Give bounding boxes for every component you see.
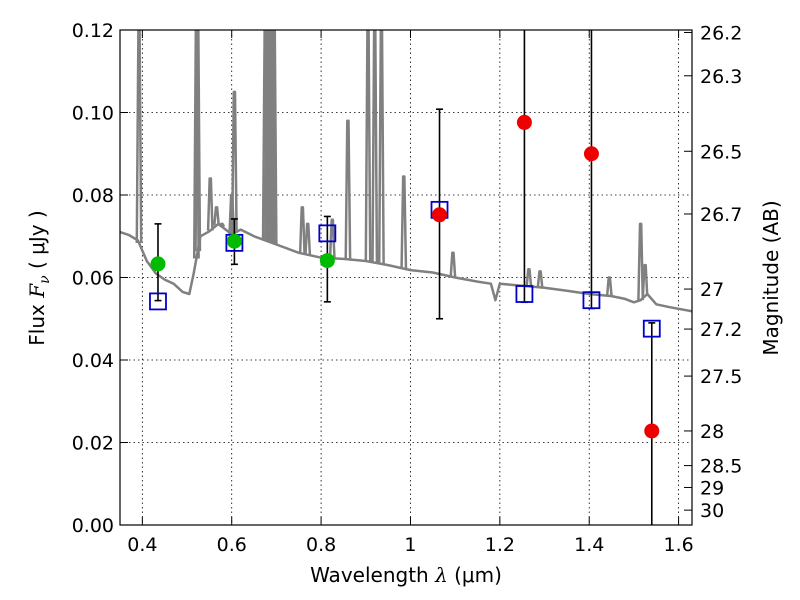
x-tick-label-5: 1.4 — [574, 534, 604, 556]
x-tick-label-6: 1.6 — [663, 534, 693, 556]
sed-emission-line-19 — [377, 30, 385, 264]
x-tick-label-0: 0.4 — [127, 534, 157, 556]
y-tick-label-4: 0.08 — [72, 185, 114, 207]
axis-ticks: 0.4 0.6 0.8 1 1.2 1.4 1.6 0.00 0.02 0.04 0.06 0.08 0… — [72, 20, 743, 556]
y-axis-label-prefix: Flux — [25, 298, 49, 346]
x-tick-label-4: 1.2 — [485, 534, 515, 556]
x-axis-label-suffix: (μm) — [448, 563, 502, 587]
x-axis-label: Wavelength λ (μm) — [310, 563, 502, 587]
model-band-square-5 — [582, 291, 601, 310]
y-axis-label: Flux Fν ( μJy ) — [25, 210, 53, 345]
sed-emission-line-5 — [218, 222, 226, 228]
right-tick-label-7: 28 — [700, 421, 724, 443]
limit-point-2 — [583, 146, 599, 162]
right-tick-label-10: 30 — [700, 500, 724, 522]
y-tick-label-5: 0.10 — [72, 103, 114, 125]
y-tick-label-2: 0.04 — [72, 350, 114, 372]
y-axis-label-suffix: ( μJy ) — [25, 210, 49, 275]
plot-area — [120, 30, 692, 525]
right-tick-label-9: 29 — [700, 477, 724, 499]
right-tick-label-8: 28.5 — [700, 456, 742, 478]
model-band-square-2 — [318, 224, 337, 243]
detected-point-2 — [319, 253, 335, 269]
right-axis-label: Magnitude (AB) — [759, 200, 783, 355]
x-axis-label-symbol: λ — [434, 563, 448, 587]
model-band-square-0 — [149, 292, 167, 311]
right-tick-label-6: 27.5 — [700, 366, 742, 388]
sed-emission-line-16 — [344, 119, 352, 260]
model-band-square-4 — [515, 285, 534, 303]
sed-emission-line-3 — [206, 177, 214, 231]
detected-point-1 — [226, 233, 242, 249]
x-tick-label-2: 0.8 — [306, 534, 336, 556]
limit-errorbar-1 — [520, 30, 528, 304]
sed-emission-line-26 — [641, 263, 649, 297]
sed-emission-line-2 — [194, 30, 202, 252]
sed-emission-line-1 — [192, 30, 200, 259]
grid — [120, 29, 692, 526]
limit-point-1 — [516, 114, 532, 130]
sed-emission-line-4 — [213, 206, 220, 226]
sed-emission-line-17 — [364, 30, 372, 262]
right-tick-label-1: 26.3 — [700, 66, 742, 88]
right-tick-label-2: 26.5 — [700, 141, 742, 163]
y-axis-label-subscript: ν — [37, 275, 53, 284]
x-tick-label-3: 1 — [404, 534, 416, 556]
sed-emission-line-23 — [536, 270, 544, 288]
sed-emission-line-18 — [371, 30, 379, 263]
sed-emission-line-13 — [298, 206, 306, 254]
sed-emission-line-15 — [328, 218, 336, 259]
right-tick-label-3: 26.7 — [700, 204, 742, 226]
right-tick-label-4: 27 — [700, 279, 724, 301]
right-tick-label-5: 27.2 — [700, 319, 742, 341]
sed-emission-line-20 — [400, 175, 408, 269]
sed-emission-line-12 — [270, 30, 278, 244]
limit-point-0 — [432, 207, 448, 223]
y-tick-label-0: 0.00 — [72, 515, 114, 537]
sed-emission-line-22 — [525, 268, 533, 287]
x-tick-label-1: 0.6 — [217, 534, 247, 556]
detected-point-0 — [150, 256, 166, 272]
y-tick-label-3: 0.06 — [72, 268, 114, 290]
model-band-square-6 — [642, 319, 661, 338]
sed-emission-line-21 — [449, 251, 457, 278]
x-axis-label-prefix: Wavelength — [310, 563, 435, 587]
right-tick-label-0: 26.2 — [700, 22, 742, 44]
sed-emission-line-0 — [135, 30, 143, 243]
sed-emission-line-14 — [304, 222, 312, 255]
sed-emission-line-24 — [605, 276, 613, 296]
y-tick-label-1: 0.02 — [72, 433, 114, 455]
sed-emission-line-7 — [230, 90, 238, 233]
y-axis-label-symbol: F — [25, 283, 49, 299]
limit-point-3 — [644, 423, 660, 439]
sed-emission-line-25 — [637, 222, 645, 301]
y-tick-label-6: 0.12 — [72, 20, 114, 42]
